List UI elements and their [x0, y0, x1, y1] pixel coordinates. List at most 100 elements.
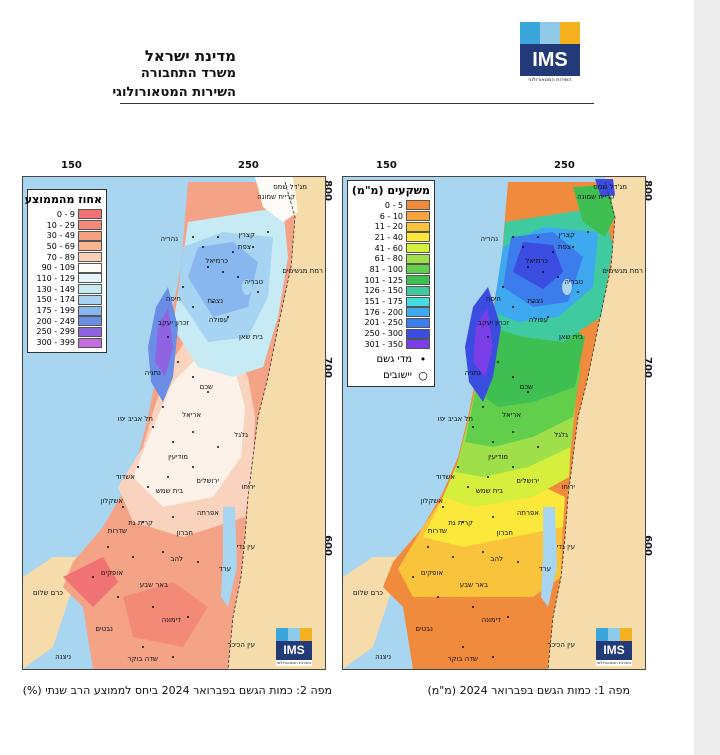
- legend-swatch: [406, 339, 430, 350]
- legend-row: 101 - 125: [352, 275, 430, 286]
- legend-label: 0 - 9: [56, 209, 75, 219]
- place-label: אשקלון: [421, 497, 444, 505]
- place-label: תל אביב יפו: [438, 415, 473, 423]
- ims-logo: IMS השירות המטאורולוגי: [520, 22, 580, 84]
- legend-label: 6 - 10: [379, 211, 403, 221]
- place-label: אריאל: [502, 411, 521, 419]
- place-label: רמת מגשימים: [282, 267, 323, 275]
- place-label: שכם: [520, 383, 533, 391]
- place-label: ניצנה: [55, 653, 71, 661]
- place-label: קריית שמונה: [577, 193, 615, 201]
- place-label: אשדוד: [436, 473, 456, 481]
- map2-caption: מפה 2: כמות הגשם בפברואר 2024 ביחס לממוצ…: [22, 684, 332, 697]
- x-tick-250-left: 250: [238, 160, 259, 171]
- legend-label: 11 - 20: [374, 222, 403, 232]
- place-label: חברון: [497, 529, 513, 537]
- place-label: גלגל: [554, 431, 568, 439]
- place-label: ירושלים: [196, 477, 219, 485]
- header-state: מדינת ישראל: [144, 47, 236, 65]
- header-service: השירות המטאורולוגי: [112, 85, 236, 100]
- legend-label: 150 - 174: [36, 295, 75, 305]
- legend-swatch: [406, 211, 430, 222]
- legend-label: 21 - 40: [374, 232, 403, 242]
- place-label: אריאל: [182, 411, 201, 419]
- place-label: עין הכיכר: [227, 641, 255, 649]
- ims-logo-text: IMS: [596, 641, 632, 660]
- ims-logo-text: IMS: [276, 641, 312, 660]
- place-label: שדרות: [428, 527, 447, 535]
- legend-swatch: [78, 230, 102, 241]
- place-label: בית שאן: [559, 333, 583, 341]
- ims-logo-subtitle: השירות המטאורולוגי: [528, 77, 572, 83]
- legend-swatch: [78, 252, 102, 263]
- legend-swatch: [78, 241, 102, 252]
- legend-label: 41 - 60: [374, 243, 403, 253]
- legend-label: 50 - 69: [46, 241, 75, 251]
- place-label: נתניה: [465, 369, 482, 377]
- legend-label: 201 - 250: [364, 318, 403, 328]
- header-ministry: משרד התחבורה: [140, 66, 236, 81]
- legend-label: 81 - 100: [369, 264, 403, 274]
- place-label: אפרתה: [197, 509, 219, 517]
- legend-row: 70 - 89: [32, 252, 102, 263]
- place-label: באר שבע: [460, 581, 488, 589]
- legend-swatch: [78, 326, 102, 337]
- place-label: מג'דל שמס: [593, 183, 627, 191]
- map2-legend: אחוז מהממוצע 0 - 9 10 - 29 30 - 49 50 - 69 7…: [25, 189, 107, 353]
- legend-swatch: [78, 262, 102, 273]
- place-label: נתניה: [145, 369, 162, 377]
- place-label: ניצנה: [375, 653, 391, 661]
- place-label: באר שבע: [140, 581, 168, 589]
- legend-row: 175 - 199: [32, 305, 102, 316]
- place-label: עפולה: [529, 316, 548, 324]
- place-label: כרם שלום: [353, 589, 383, 597]
- place-label: כרם שלום: [33, 589, 63, 597]
- legend-row: 10 - 29: [32, 220, 102, 231]
- rain-gauge-label: מדי גשם: [376, 353, 412, 365]
- legend-swatch: [406, 275, 430, 286]
- place-label: צפת: [558, 243, 571, 251]
- place-label: יריחו: [241, 483, 255, 491]
- place-label: שדה בוקר: [128, 655, 158, 663]
- place-label: עפולה: [209, 316, 228, 324]
- place-label: נהריה: [481, 235, 499, 243]
- legend-row: 300 - 399: [32, 337, 102, 348]
- rain-gauge-dot-icon: •: [419, 352, 427, 366]
- legend-swatch: [78, 273, 102, 284]
- legend-symbol-settlement: ○ יישובים: [352, 369, 430, 382]
- ims-logo-map1: IMS השירות המטאורולוגי: [596, 628, 632, 666]
- legend-label: 90 - 109: [41, 263, 75, 273]
- legend-row: 110 - 129: [32, 273, 102, 284]
- place-label: עין גדי: [237, 543, 255, 551]
- place-label: זכרון יעקב: [158, 319, 190, 327]
- legend-row: 301 - 350: [352, 339, 430, 350]
- legend-label: 10 - 29: [46, 220, 75, 230]
- legend-row: 126 - 150: [352, 285, 430, 297]
- legend-swatch: [406, 200, 430, 211]
- x-tick-150-left: 150: [61, 160, 82, 171]
- ims-logo-subtitle: השירות המטאורולוגי: [596, 660, 632, 665]
- map2-canvas: מג'דל שמס קריית שמונה נהריה קצרין צפת חי…: [23, 177, 325, 669]
- legend-label: 176 - 200: [364, 307, 403, 317]
- legend-row: 250 - 299: [32, 326, 102, 338]
- place-label: נהריה: [161, 235, 179, 243]
- map1-canvas: מג'דל שמס קריית שמונה נהריה קצרין צפת חי…: [343, 177, 645, 669]
- place-label: חיפה: [486, 295, 501, 303]
- place-label: נצרת: [207, 297, 223, 305]
- legend-row: 11 - 20: [352, 221, 430, 232]
- legend-symbol-rain-gauge: • מדי גשם: [352, 353, 430, 366]
- settlement-label: יישובים: [383, 369, 412, 381]
- place-label: רמת מגשימים: [602, 267, 643, 275]
- legend-swatch: [78, 220, 102, 231]
- legend-swatch: [78, 316, 102, 327]
- ims-logo-map2: IMS השירות המטאורולוגי: [276, 628, 312, 666]
- place-label: תל אביב יפו: [118, 415, 153, 423]
- place-label: ירושלים: [516, 477, 539, 485]
- place-label: בית שאן: [239, 333, 263, 341]
- place-label: אופקים: [421, 569, 443, 577]
- place-label: ערד: [219, 565, 231, 573]
- place-label: נבטים: [415, 625, 433, 633]
- map1-caption: מפה 1: כמות הגשם בפברואר 2024 (מ"מ): [427, 684, 630, 697]
- place-label: קצרין: [238, 231, 255, 239]
- legend-swatch: [406, 285, 430, 296]
